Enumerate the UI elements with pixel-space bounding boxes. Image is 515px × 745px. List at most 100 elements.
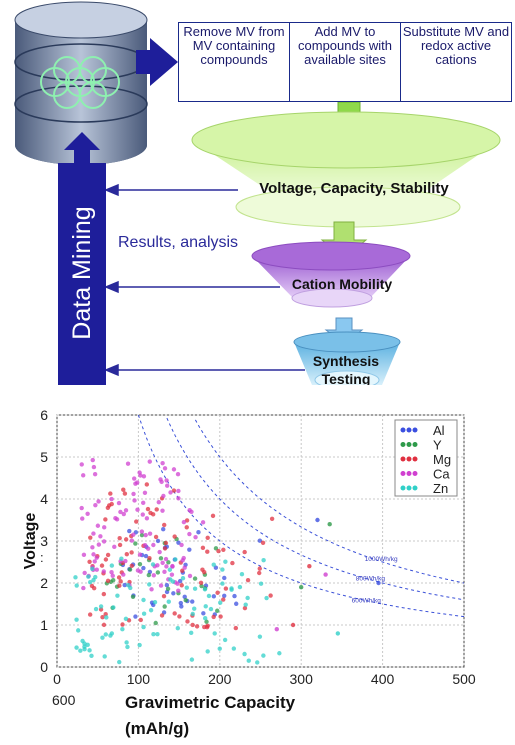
data-point (161, 593, 167, 599)
data-point (160, 508, 165, 513)
data-point (81, 473, 86, 478)
legend-label: Mg (433, 452, 451, 467)
data-point (158, 556, 164, 561)
data-point (146, 572, 152, 578)
data-point (257, 634, 263, 639)
x-axis-title: Gravimetric Capacity (125, 693, 296, 712)
data-point (82, 641, 87, 646)
x-tick-label: 200 (208, 671, 232, 687)
data-point (187, 507, 192, 513)
y-axis-title: Voltage (22, 513, 39, 570)
data-point (208, 606, 214, 612)
funnel-stage-2 (251, 241, 411, 308)
data-point (315, 517, 320, 523)
data-point (105, 552, 111, 558)
data-point (135, 507, 140, 512)
data-point (80, 516, 85, 521)
data-point (222, 575, 227, 581)
data-point (91, 464, 97, 470)
data-point (177, 614, 182, 619)
data-point (170, 563, 175, 569)
data-point (125, 461, 131, 466)
data-point (137, 552, 143, 557)
data-point (106, 503, 112, 508)
data-point (145, 506, 151, 512)
data-point (151, 542, 156, 548)
data-point (166, 560, 171, 565)
data-point (147, 556, 152, 561)
data-point (242, 651, 247, 657)
data-point (141, 474, 147, 479)
data-point (180, 558, 185, 563)
data-point (176, 496, 181, 501)
data-point (118, 509, 123, 515)
arrow-to-steps (136, 38, 178, 86)
step-add-mv: Add MV to compounds with available sites (290, 23, 401, 101)
data-point (137, 562, 143, 567)
data-point (102, 654, 107, 659)
data-point (164, 583, 170, 588)
data-point (125, 644, 130, 650)
data-point (173, 557, 178, 562)
data-point (188, 630, 194, 636)
data-point (105, 578, 111, 584)
data-point (101, 622, 107, 628)
data-point (137, 642, 142, 648)
data-point (152, 600, 158, 605)
data-point (163, 540, 169, 546)
data-point (223, 559, 228, 564)
data-point (149, 587, 154, 592)
data-point (129, 550, 134, 555)
data-point (124, 552, 130, 557)
data-point (111, 578, 116, 583)
data-point (79, 462, 84, 467)
data-mining-bar: Data Mining (58, 163, 106, 385)
data-point (139, 529, 145, 534)
data-point (74, 645, 79, 650)
data-point (113, 516, 118, 521)
data-point (95, 523, 101, 528)
data-point (103, 517, 108, 522)
data-point (205, 535, 210, 540)
data-point (94, 555, 99, 560)
data-point (118, 579, 123, 584)
energy-curve (137, 414, 465, 618)
data-point (185, 619, 190, 624)
data-point (148, 510, 153, 516)
data-point (101, 591, 107, 597)
data-point (327, 522, 332, 527)
data-point (111, 605, 116, 610)
data-point (187, 531, 192, 537)
funnel-stage-3 (293, 331, 401, 385)
data-point (323, 572, 328, 577)
data-point (140, 512, 145, 517)
data-point (98, 607, 104, 612)
data-point (132, 498, 137, 503)
data-point (119, 556, 124, 561)
data-point (87, 648, 92, 653)
data-point (101, 569, 106, 574)
data-point (131, 532, 136, 537)
feedback-arrows (104, 183, 305, 377)
data-point (202, 615, 208, 621)
legend-marker (412, 427, 418, 433)
data-point (239, 572, 245, 577)
data-point (162, 604, 167, 609)
data-point (129, 538, 135, 543)
data-point (162, 569, 167, 575)
x-axis-title-unit: (mAh/g) (125, 719, 189, 738)
data-point (135, 568, 141, 573)
data-point (171, 467, 177, 472)
data-point (94, 567, 99, 572)
legend-marker (412, 442, 418, 447)
data-point (260, 540, 266, 546)
y-tick-label: 6 (40, 407, 48, 423)
data-point (159, 613, 165, 618)
data-point (153, 534, 159, 540)
data-point (211, 594, 217, 599)
data-point (141, 597, 146, 603)
data-point (172, 611, 177, 616)
data-point (198, 580, 204, 585)
data-point (237, 584, 243, 590)
data-point (103, 632, 108, 637)
